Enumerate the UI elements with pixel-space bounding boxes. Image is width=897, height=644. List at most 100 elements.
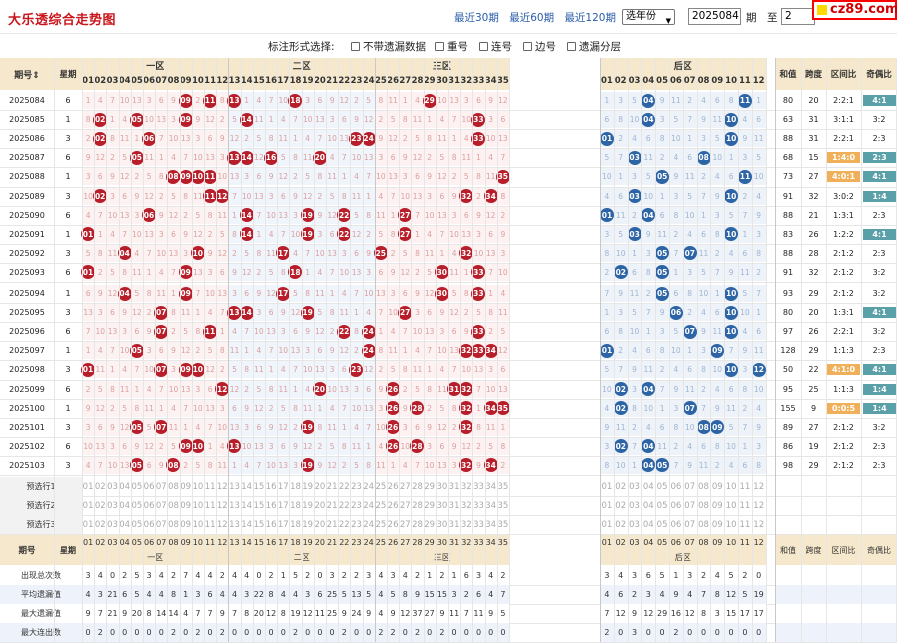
preselect-number[interactable]: 04 bbox=[119, 500, 131, 511]
preselect-number[interactable]: 24 bbox=[363, 481, 375, 492]
preselect-number[interactable]: 10 bbox=[192, 519, 204, 530]
preselect-number[interactable]: 04 bbox=[642, 519, 654, 530]
option-repeat[interactable]: 重号 bbox=[435, 39, 468, 54]
preselect-number[interactable]: 28 bbox=[412, 500, 423, 511]
preselect-number[interactable]: 07 bbox=[155, 481, 167, 492]
preselect-number[interactable]: 04 bbox=[119, 519, 131, 530]
preselect-number[interactable]: 12 bbox=[216, 481, 228, 492]
preselect-number[interactable]: 33 bbox=[473, 481, 484, 492]
preselect-number[interactable]: 06 bbox=[143, 481, 155, 492]
preselect-number[interactable]: 12 bbox=[216, 500, 228, 511]
preselect-number[interactable]: 02 bbox=[94, 519, 106, 530]
preselect-number[interactable]: 17 bbox=[277, 519, 289, 530]
preselect-number[interactable]: 01 bbox=[82, 500, 94, 511]
option-no-omission[interactable]: 不带遗漏数据 bbox=[351, 39, 426, 54]
preselect-number[interactable]: 15 bbox=[253, 500, 265, 511]
preselect-number[interactable]: 05 bbox=[656, 481, 668, 492]
preselect-number[interactable]: 03 bbox=[629, 500, 640, 511]
preselect-number[interactable]: 22 bbox=[338, 519, 350, 530]
preselect-number[interactable]: 32 bbox=[460, 481, 472, 492]
preselect-number[interactable]: 09 bbox=[180, 481, 192, 492]
preselect-number[interactable]: 10 bbox=[725, 519, 737, 530]
preselect-number[interactable]: 16 bbox=[265, 481, 277, 492]
preselect-number[interactable]: 25 bbox=[375, 500, 387, 511]
preselect-number[interactable]: 07 bbox=[684, 519, 696, 530]
preselect-number[interactable]: 10 bbox=[192, 500, 204, 511]
preselect-number[interactable]: 34 bbox=[485, 519, 497, 530]
preselect-number[interactable]: 10 bbox=[192, 481, 204, 492]
preselect-number[interactable]: 03 bbox=[107, 500, 118, 511]
preselect-number[interactable]: 13 bbox=[229, 481, 240, 492]
preselect-number[interactable]: 19 bbox=[302, 481, 314, 492]
preselect-number[interactable]: 22 bbox=[338, 481, 350, 492]
preselect-number[interactable]: 15 bbox=[253, 481, 265, 492]
preselect-number[interactable]: 24 bbox=[363, 519, 375, 530]
preselect-number[interactable]: 27 bbox=[399, 481, 411, 492]
preselect-number[interactable]: 12 bbox=[753, 481, 765, 492]
preselect-number[interactable]: 09 bbox=[180, 519, 192, 530]
preselect-number[interactable]: 11 bbox=[739, 481, 751, 492]
preselect-number[interactable]: 03 bbox=[107, 519, 118, 530]
preselect-number[interactable]: 02 bbox=[615, 519, 627, 530]
preselect-number[interactable]: 04 bbox=[119, 481, 131, 492]
preselect-number[interactable]: 32 bbox=[460, 500, 472, 511]
preselect-number[interactable]: 31 bbox=[448, 481, 460, 492]
preselect-number[interactable]: 02 bbox=[615, 481, 627, 492]
preselect-number[interactable]: 22 bbox=[338, 500, 350, 511]
preselect-number[interactable]: 24 bbox=[363, 500, 375, 511]
preselect-number[interactable]: 26 bbox=[387, 481, 399, 492]
checkbox-icon[interactable] bbox=[523, 42, 532, 51]
preselect-number[interactable]: 02 bbox=[615, 500, 627, 511]
preselect-number[interactable]: 09 bbox=[711, 481, 723, 492]
preselect-number[interactable]: 05 bbox=[131, 481, 143, 492]
preselect-number[interactable]: 03 bbox=[629, 519, 640, 530]
preselect-number[interactable]: 12 bbox=[753, 500, 765, 511]
preselect-number[interactable]: 18 bbox=[290, 500, 301, 511]
preselect-number[interactable]: 25 bbox=[375, 481, 387, 492]
preselect-number[interactable]: 05 bbox=[656, 519, 668, 530]
preselect-number[interactable]: 01 bbox=[82, 519, 94, 530]
preselect-number[interactable]: 07 bbox=[684, 481, 696, 492]
preselect-number[interactable]: 10 bbox=[725, 500, 737, 511]
preselect-number[interactable]: 08 bbox=[698, 500, 709, 511]
preselect-number[interactable]: 34 bbox=[485, 481, 497, 492]
preselect-number[interactable]: 11 bbox=[739, 519, 751, 530]
preselect-number[interactable]: 17 bbox=[277, 481, 289, 492]
preselect-number[interactable]: 34 bbox=[485, 500, 497, 511]
preselect-number[interactable]: 29 bbox=[424, 481, 436, 492]
preselect-number[interactable]: 08 bbox=[168, 481, 179, 492]
preselect-number[interactable]: 27 bbox=[399, 519, 411, 530]
preselect-number[interactable]: 06 bbox=[670, 481, 682, 492]
start-period-input[interactable]: 2025084 bbox=[688, 8, 741, 25]
preselect-number[interactable]: 13 bbox=[229, 519, 240, 530]
preselect-number[interactable]: 05 bbox=[131, 519, 143, 530]
preselect-number[interactable]: 31 bbox=[448, 519, 460, 530]
preselect-number[interactable]: 07 bbox=[155, 519, 167, 530]
preselect-number[interactable]: 21 bbox=[326, 500, 338, 511]
preselect-number[interactable]: 02 bbox=[94, 500, 106, 511]
preselect-number[interactable]: 26 bbox=[387, 519, 399, 530]
preselect-number[interactable]: 14 bbox=[241, 519, 253, 530]
preselect-number[interactable]: 18 bbox=[290, 481, 301, 492]
checkbox-icon[interactable] bbox=[351, 42, 360, 51]
preselect-number[interactable]: 29 bbox=[424, 519, 436, 530]
preselect-number[interactable]: 12 bbox=[216, 519, 228, 530]
preselect-number[interactable]: 07 bbox=[155, 500, 167, 511]
preselect-number[interactable]: 05 bbox=[656, 500, 668, 511]
preselect-number[interactable]: 01 bbox=[82, 481, 94, 492]
preselect-number[interactable]: 20 bbox=[314, 481, 326, 492]
preselect-number[interactable]: 11 bbox=[739, 500, 751, 511]
preselect-number[interactable]: 04 bbox=[642, 500, 654, 511]
preselect-number[interactable]: 14 bbox=[241, 481, 253, 492]
column-header-period[interactable]: 期号⇕ bbox=[0, 58, 54, 90]
preselect-number[interactable]: 20 bbox=[314, 519, 326, 530]
preselect-number[interactable]: 30 bbox=[436, 519, 448, 530]
preselect-number[interactable]: 01 bbox=[601, 500, 613, 511]
preselect-number[interactable]: 28 bbox=[412, 481, 423, 492]
preselect-number[interactable]: 21 bbox=[326, 481, 338, 492]
preselect-number[interactable]: 29 bbox=[424, 500, 436, 511]
preselect-number[interactable]: 02 bbox=[94, 481, 106, 492]
preselect-number[interactable]: 14 bbox=[241, 500, 253, 511]
preselect-number[interactable]: 05 bbox=[131, 500, 143, 511]
link-last-120[interactable]: 最近120期 bbox=[564, 12, 616, 24]
